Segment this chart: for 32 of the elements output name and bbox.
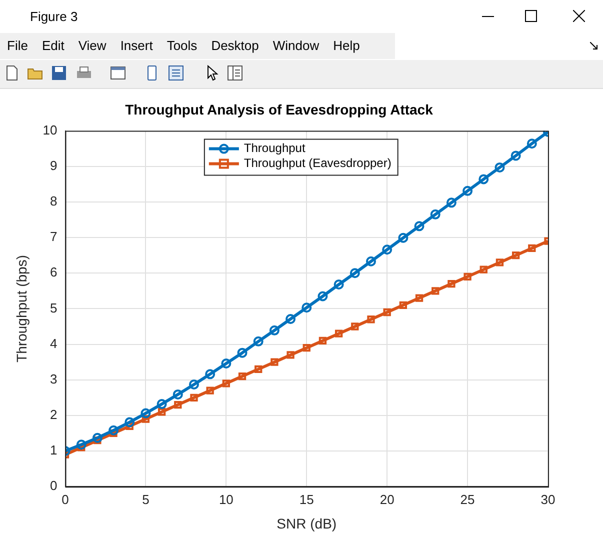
text: File: [6, 37, 29, 53]
x-tick-label: 15: [299, 492, 314, 507]
y-tick-label: 8: [50, 194, 58, 209]
y-tick-label: 2: [50, 407, 58, 422]
x-tick-label: 30: [540, 492, 556, 507]
text: Help: [332, 37, 361, 53]
x-tick-label: 20: [380, 492, 394, 507]
text: View: [77, 37, 108, 53]
y-tick-label: 0: [50, 478, 58, 494]
x-axis-title: SNR (dB): [276, 515, 337, 532]
x-tick-label: 5: [142, 492, 150, 507]
y-tick-label: 5: [50, 300, 58, 316]
y-axis-title: Throughput (bps): [13, 254, 30, 362]
y-tick-label: 1: [50, 442, 58, 458]
y-tick-label: 3: [50, 371, 58, 386]
text: Window: [272, 37, 320, 53]
y-tick-label: 7: [50, 229, 58, 244]
x-tick-label: 10: [218, 492, 234, 507]
chart-title: Throughput Analysis of Eavesdropping Attack: [125, 101, 434, 118]
legend-label: Throughput: [244, 141, 306, 156]
x-tick-label: 0: [62, 492, 69, 507]
caption: Figure 3: [30, 9, 78, 24]
y-tick-label: 4: [50, 336, 58, 351]
legend-label: Throughput (Eavesdropper): [244, 156, 392, 170]
y-tick-label: 6: [50, 264, 58, 280]
x-tick-label: 25: [460, 492, 475, 507]
text: Edit: [40, 37, 66, 53]
text: Tools: [166, 37, 198, 53]
text: Insert: [119, 37, 154, 53]
y-tick-label: 9: [50, 158, 58, 173]
y-tick-label: 10: [42, 122, 58, 138]
text: Desktop: [210, 37, 260, 53]
